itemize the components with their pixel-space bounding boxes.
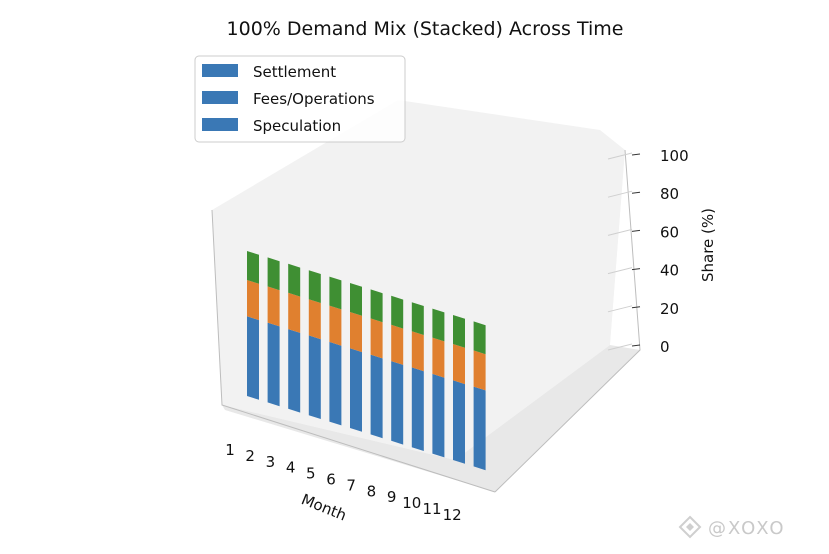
z-tick-label: 20 <box>660 300 679 318</box>
z-tick-label: 60 <box>660 223 679 241</box>
bar-stack-3 <box>288 263 301 413</box>
x-tick-label: 10 <box>402 494 421 512</box>
bar-segment-front <box>432 373 445 458</box>
x-tick-label: 7 <box>346 476 356 494</box>
axis-frame-left <box>211 209 496 493</box>
legend-label: Settlement <box>253 63 336 81</box>
bar-segment-front <box>329 341 342 426</box>
z-grid-line <box>607 190 633 198</box>
x-axis-label: Month <box>299 490 349 524</box>
bar-segment-front <box>288 263 301 297</box>
z-grid-line <box>607 152 633 160</box>
z-tick-mark <box>631 268 641 271</box>
bar-segment-front <box>473 321 486 355</box>
z-tick-mark <box>631 306 641 309</box>
bar-stack-1 <box>247 251 259 400</box>
z-tick-labels: 0 20 40 60 80 100 <box>631 147 689 356</box>
x-tick-label: 8 <box>367 482 377 500</box>
watermark-logo-icon <box>678 515 702 539</box>
bar-segment-front <box>473 386 486 471</box>
x-tick-label: 9 <box>387 488 397 506</box>
bar-segment-front <box>411 331 424 372</box>
bar-segment-front <box>453 344 465 385</box>
bar-segment-front <box>391 295 404 329</box>
bar-stack-6 <box>350 283 362 432</box>
bar-segment-front <box>288 292 301 333</box>
bar-segment-front <box>247 280 259 321</box>
bar-stack-9 <box>411 302 424 451</box>
bar-segment-front <box>267 286 280 327</box>
z-tick-label: 0 <box>660 338 670 356</box>
x-tick-label: 3 <box>266 453 276 471</box>
bar-segment-front <box>308 299 321 340</box>
bar-segment-front <box>370 354 383 439</box>
z-tick-label: 80 <box>660 185 679 203</box>
z-tick-label: 40 <box>660 262 679 280</box>
z-tick-mark <box>631 344 641 347</box>
legend: Settlement Fees/Operations Speculation <box>194 55 406 143</box>
bar-segment-front <box>391 324 404 365</box>
chart-title: 100% Demand Mix (Stacked) Across Time <box>227 18 624 40</box>
bar-segment-front <box>453 380 465 464</box>
bar-segment-front <box>391 361 404 445</box>
bar-segment-front <box>370 318 383 359</box>
bar-segment-front <box>267 322 280 407</box>
bar-segment-front <box>308 270 321 303</box>
bar-stack-11 <box>453 315 465 464</box>
bars <box>247 251 486 471</box>
bar-segment-front <box>432 337 445 378</box>
watermark-text: @XOXO <box>708 518 786 539</box>
bar-segment-front <box>267 257 280 291</box>
bar-segment-front <box>411 367 424 451</box>
bar-stack-4 <box>308 270 321 419</box>
bar-stack-5 <box>329 276 342 426</box>
z-tick-mark <box>631 191 641 194</box>
z-grid-line <box>607 305 633 313</box>
legend-swatch <box>202 91 238 104</box>
bar-segment-front <box>247 251 259 284</box>
bar-segment-front <box>329 305 342 346</box>
bar-segment-front <box>329 276 342 310</box>
legend-label: Speculation <box>253 117 341 135</box>
x-tick-label: 6 <box>326 471 336 489</box>
x-tick-label: 4 <box>286 459 296 477</box>
bar-segment-front <box>350 283 362 316</box>
legend-label: Fees/Operations <box>253 90 375 108</box>
z-grid-line <box>607 343 633 351</box>
bar-stack-10 <box>432 308 445 458</box>
axis-frame-right <box>494 149 641 493</box>
z-axis-label: Share (%) <box>699 208 717 282</box>
x-tick-label: 5 <box>306 465 316 483</box>
z-grid-line <box>607 267 633 275</box>
bar-segment-front <box>350 348 362 432</box>
bar-stack-8 <box>391 295 404 445</box>
bar-segment-front <box>473 350 486 391</box>
watermark: @XOXO <box>678 515 786 539</box>
z-tick-mark <box>631 153 641 156</box>
bar-stack-2 <box>267 257 280 407</box>
z-grid-line <box>607 228 633 236</box>
x-tick-label: 11 <box>422 500 441 518</box>
x-tick-label: 12 <box>443 506 462 524</box>
legend-box <box>194 55 406 143</box>
x-tick-label: 1 <box>225 441 235 459</box>
x-tick-label: 2 <box>245 447 255 465</box>
bar-segment-front <box>308 335 321 419</box>
bar-segment-front <box>370 289 383 323</box>
floor-pane <box>222 345 640 492</box>
bar-segment-front <box>432 308 445 342</box>
bar-stack-12 <box>473 321 486 471</box>
bar-segment-front <box>350 312 362 353</box>
bar-segment-front <box>247 316 259 400</box>
z-tick-label: 100 <box>660 147 689 165</box>
bar-segment-front <box>453 315 465 348</box>
z-tick-mark <box>631 229 641 232</box>
legend-swatch <box>202 64 238 77</box>
bar-segment-front <box>288 329 301 413</box>
legend-swatch <box>202 118 238 131</box>
bar-segment-front <box>411 302 424 335</box>
bar-stack-7 <box>370 289 383 439</box>
x-tick-labels: 1 2 3 4 5 6 7 8 9 10 11 12 <box>225 441 462 524</box>
